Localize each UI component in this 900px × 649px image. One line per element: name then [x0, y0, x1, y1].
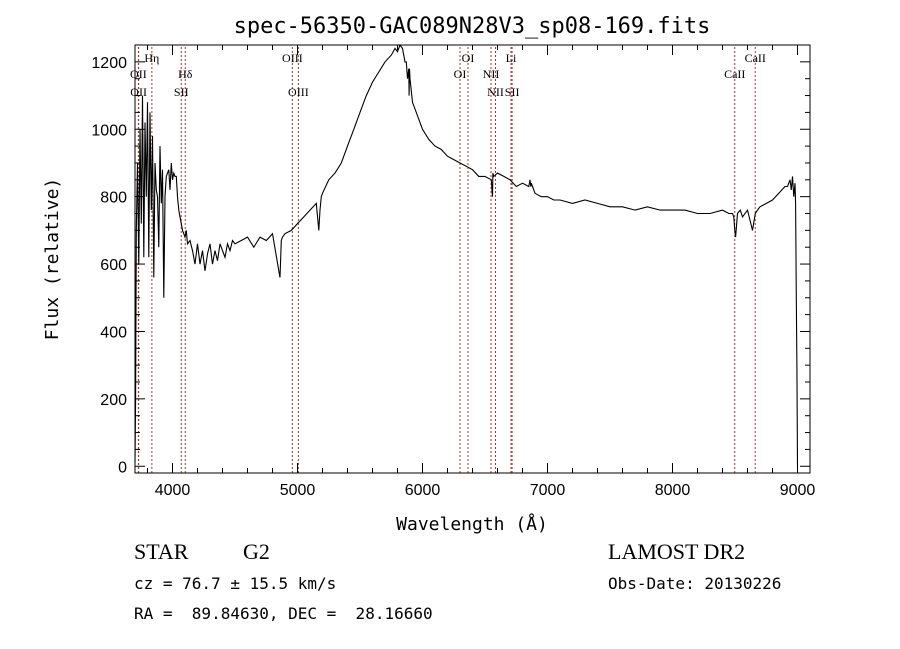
x-tick-label: 7000 — [530, 482, 566, 499]
spectral-line-label: Hδ — [178, 67, 193, 81]
spectral-line-label: OII — [130, 85, 147, 99]
y-tick-label: 800 — [100, 190, 127, 207]
spectral-line-label: NII — [487, 85, 504, 99]
x-axis-label: Wavelength (Å) — [396, 513, 548, 535]
spectral-line-label: OI — [454, 67, 467, 81]
x-tick-label: 9000 — [780, 482, 816, 499]
y-tick-label: 1200 — [91, 55, 127, 72]
x-tick-label: 5000 — [280, 482, 316, 499]
line-labels: OII OII Hη Hδ SII OIII OIII OI OI NII NII Li SII CaII… — [130, 51, 766, 99]
spectral-line-label: OII — [130, 67, 147, 81]
spectral-line-label: NII — [483, 67, 500, 81]
spectral-line-label: OI — [462, 51, 475, 65]
redshift-cz: cz = 76.7 ± 15.5 km/s — [134, 574, 337, 593]
y-tick-label: 400 — [100, 324, 127, 341]
chart-title: spec-56350-GAC089N28V3_sp08-169.fits — [234, 14, 711, 39]
plot-frame — [134, 44, 811, 474]
y-tick-label: 0 — [118, 459, 127, 476]
line-markers — [137, 47, 756, 473]
observation-date: Obs-Date: 20130226 — [608, 574, 782, 593]
spectral-line-label: SII — [505, 85, 520, 99]
y-tick-label: 600 — [100, 257, 127, 274]
y-tick-label: 200 — [100, 392, 127, 409]
coordinates: RA = 89.84630, DEC = 28.16660 — [134, 604, 433, 623]
survey-name: LAMOST DR2 — [608, 539, 746, 564]
spectral-line-label: OIII — [288, 85, 309, 99]
x-axis: 4000 5000 6000 7000 8000 9000 — [147, 45, 816, 499]
y-tick-label: 1000 — [91, 122, 127, 139]
spectral-line-label: CaII — [724, 67, 745, 81]
x-tick-label: 8000 — [655, 482, 691, 499]
x-tick-label: 4000 — [155, 482, 191, 499]
spectral-line-label: OIII — [282, 51, 303, 65]
x-tick-label: 6000 — [405, 482, 441, 499]
spectrum-line — [134, 43, 799, 467]
spectral-line-label: Hη — [144, 51, 159, 65]
object-class: STAR — [134, 539, 189, 564]
spectral-line-label: CaII — [745, 51, 766, 65]
spectral-line-label: SII — [174, 85, 189, 99]
object-subclass: G2 — [243, 539, 270, 564]
y-axis: 0 200 400 600 800 1000 1200 — [91, 55, 810, 476]
spectral-line-label: Li — [506, 51, 517, 65]
y-axis-label: Flux (relative) — [42, 178, 63, 341]
